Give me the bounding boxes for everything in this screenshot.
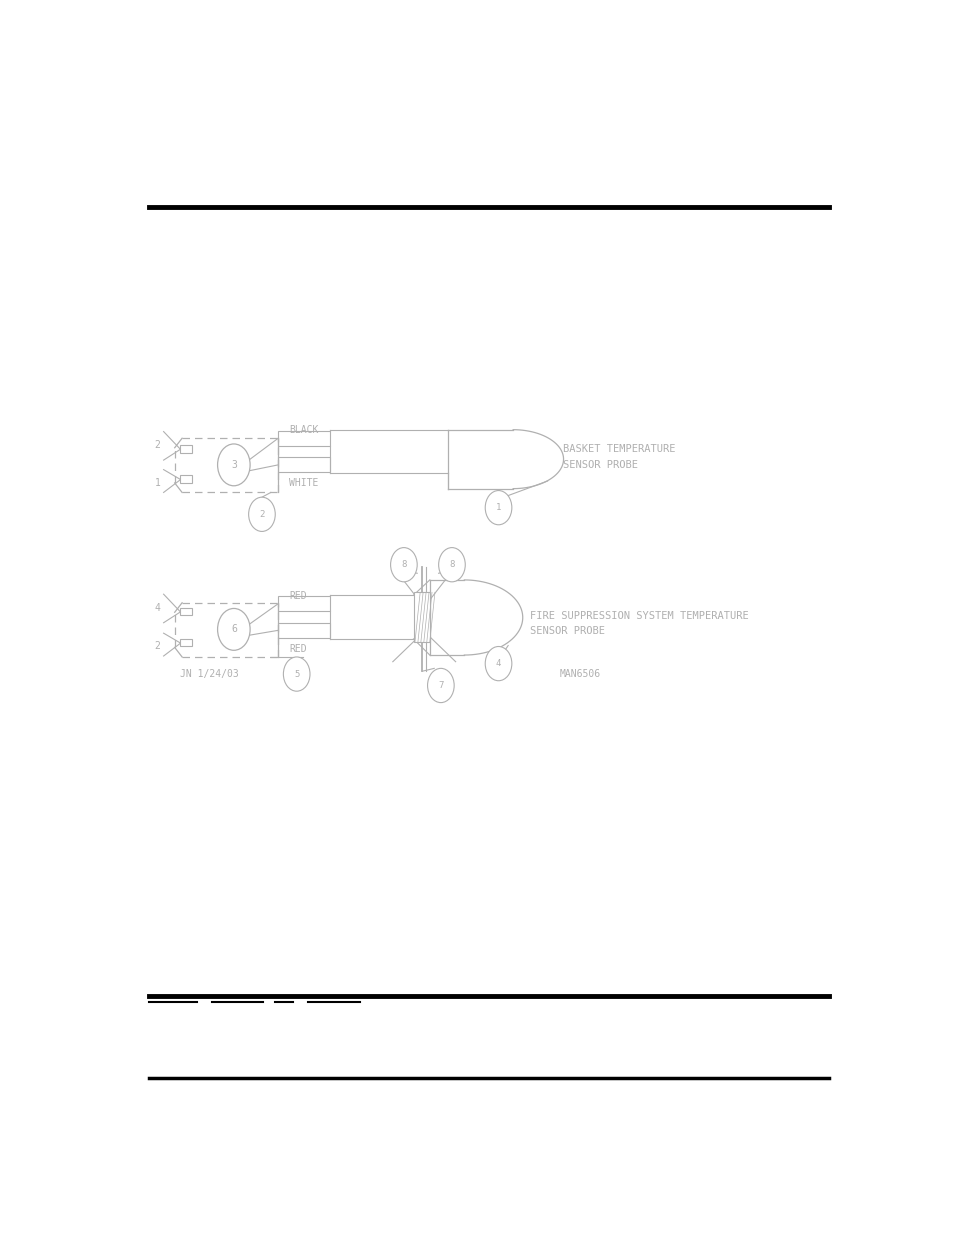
Text: JN 1/24/03: JN 1/24/03 (180, 669, 238, 679)
Text: 7: 7 (437, 680, 443, 690)
Circle shape (390, 547, 416, 582)
Circle shape (217, 443, 250, 485)
Bar (413, 593, 430, 642)
Circle shape (485, 490, 512, 525)
Text: 3: 3 (231, 459, 236, 469)
Text: 8: 8 (449, 561, 455, 569)
Text: 1: 1 (496, 503, 500, 513)
Text: BASKET TEMPERATURE
SENSOR PROBE: BASKET TEMPERATURE SENSOR PROBE (562, 445, 675, 471)
Text: BLACK: BLACK (289, 425, 318, 436)
Circle shape (249, 498, 275, 531)
Circle shape (485, 646, 512, 680)
Text: 2: 2 (154, 440, 160, 450)
Bar (278, 457, 330, 473)
Text: 6: 6 (231, 625, 236, 635)
Bar (278, 431, 330, 446)
Text: 8: 8 (401, 561, 406, 569)
Bar (180, 638, 192, 646)
Text: RED: RED (289, 590, 307, 601)
Circle shape (427, 668, 454, 703)
Circle shape (283, 657, 310, 692)
Text: 1: 1 (154, 478, 160, 488)
Text: 2: 2 (259, 510, 264, 519)
Text: RED: RED (289, 643, 307, 653)
Text: 4: 4 (154, 603, 160, 613)
Text: 5: 5 (294, 669, 299, 678)
Text: WHITE: WHITE (289, 478, 318, 488)
Bar (180, 475, 192, 483)
Bar (278, 622, 330, 638)
Circle shape (438, 547, 465, 582)
Bar (180, 445, 192, 452)
Text: 2: 2 (154, 641, 160, 652)
Text: MAN6506: MAN6506 (558, 669, 599, 679)
Bar (180, 608, 192, 615)
Text: 4: 4 (496, 659, 500, 668)
Circle shape (217, 609, 250, 651)
Text: FIRE SUPPRESSION SYSTEM TEMPERATURE
SENSOR PROBE: FIRE SUPPRESSION SYSTEM TEMPERATURE SENS… (529, 611, 747, 636)
Bar (278, 597, 330, 611)
